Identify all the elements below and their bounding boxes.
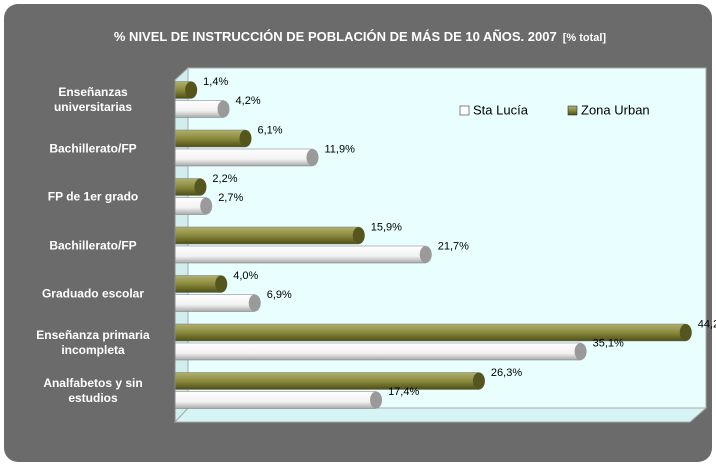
data-label: 26,3% (491, 367, 522, 379)
legend-label: Sta Lucía (473, 102, 529, 117)
data-label: 2,7% (218, 192, 243, 204)
legend-label: Zona Urban (581, 102, 650, 117)
bar-cap (574, 343, 587, 360)
bar-cap (679, 324, 692, 341)
data-label: 15,9% (371, 221, 402, 233)
bar (174, 372, 480, 390)
bar-cap (239, 130, 252, 147)
bar (174, 275, 222, 293)
side-wall (174, 66, 189, 424)
bar (174, 148, 313, 167)
bar-cap (248, 294, 261, 312)
bar (174, 100, 224, 118)
bar (174, 129, 246, 148)
legend-swatch (459, 105, 470, 116)
bar (174, 245, 427, 264)
bar-cap (217, 100, 230, 118)
data-label: 1,4% (203, 76, 228, 88)
bar (174, 342, 581, 361)
bar-cap (472, 372, 485, 390)
bar (174, 226, 359, 245)
data-label: 11,9% (325, 143, 356, 155)
bar-cap (194, 178, 207, 196)
bar (174, 391, 377, 409)
data-label: 6,9% (267, 289, 292, 301)
data-label: 21,7% (438, 240, 469, 252)
bar-cap (306, 149, 319, 166)
bar-cap (200, 197, 213, 215)
bar (174, 294, 255, 312)
bar-cap (370, 391, 383, 409)
bar-cap (419, 246, 432, 263)
data-label: 4,0% (233, 270, 258, 282)
floor (173, 407, 708, 423)
category-label: Graduado escolar (41, 286, 145, 301)
chart-title: % NIVEL DE INSTRUCCIÓN DE POBLACIÓN DE M… (114, 29, 607, 44)
category-label: Analfabetos y sin estudios (43, 376, 143, 405)
data-label: 4,2% (236, 95, 261, 107)
data-label: 17,4% (388, 386, 419, 398)
legend-swatch (567, 105, 578, 116)
data-label: 44,2% (698, 318, 716, 330)
category-label: Enseñanzas universitarias (53, 85, 133, 114)
category-label: FP de 1er grado (47, 189, 139, 204)
bar-cap (352, 227, 365, 244)
data-label: 6,1% (257, 124, 282, 136)
subtitle: [% total] (563, 32, 607, 44)
title: % NIVEL DE INSTRUCCIÓN DE POBLACIÓN DE M… (114, 29, 557, 44)
data-label: 2,2% (212, 173, 237, 185)
category-label: Bachillerato/FP (49, 141, 137, 155)
bar-cap (215, 275, 228, 293)
category-label: Bachillerato/FP (49, 238, 137, 252)
bar-cap (185, 81, 198, 99)
category-label: Enseñanza primaria incompleta (36, 327, 150, 357)
data-label: 35,1% (593, 337, 624, 349)
